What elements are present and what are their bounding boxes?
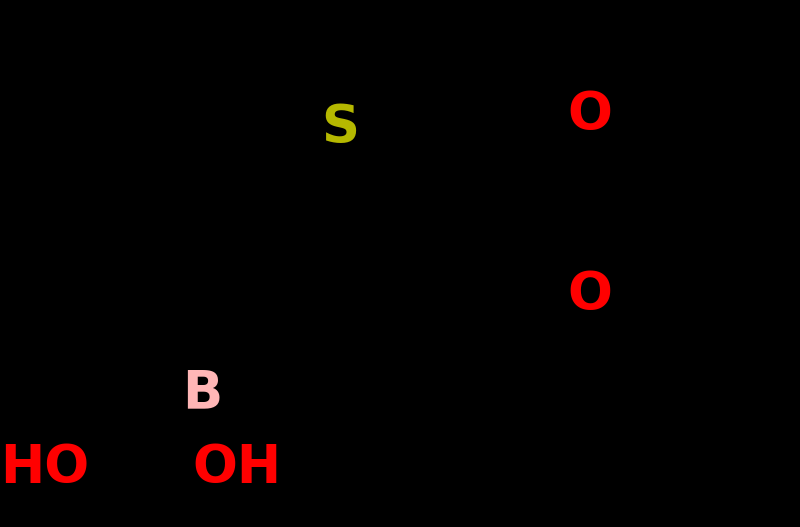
Text: B: B bbox=[182, 367, 222, 419]
Text: O: O bbox=[567, 269, 613, 321]
Text: HO: HO bbox=[1, 442, 90, 494]
Text: OH: OH bbox=[193, 442, 282, 494]
Text: S: S bbox=[321, 102, 359, 154]
Text: O: O bbox=[567, 89, 613, 141]
